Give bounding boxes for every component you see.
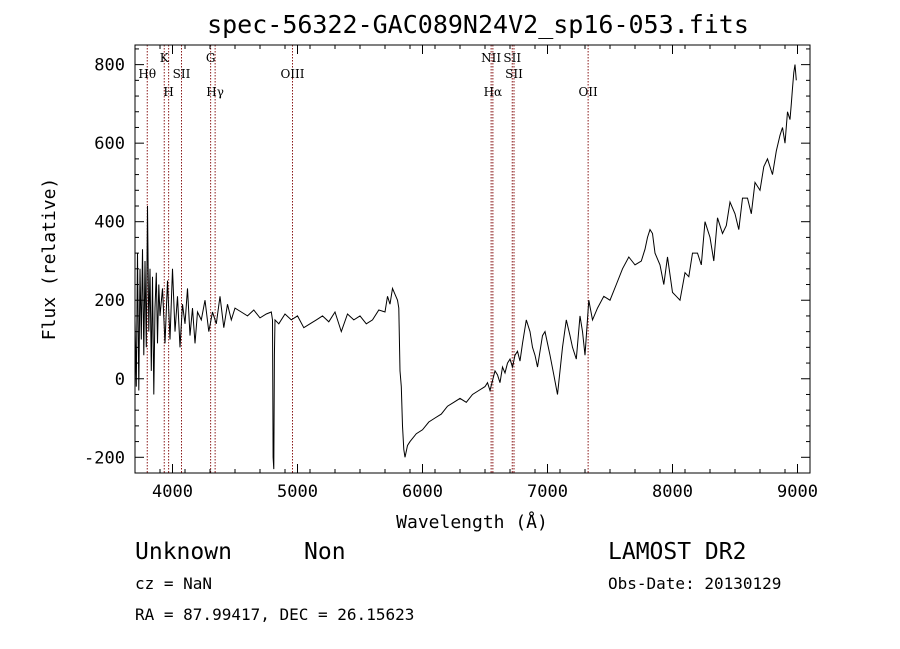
y-tick-label: 600 [94, 134, 125, 154]
spectral-line-label: SII [173, 67, 191, 81]
x-tick-label: 9000 [777, 482, 818, 502]
y-axis-label: Flux (relative) [39, 178, 60, 341]
coordinates-text: RA = 87.99417, DEC = 26.15623 [135, 605, 414, 624]
x-tick-label: 7000 [527, 482, 568, 502]
plot-frame [134, 44, 811, 474]
x-tick-label: 8000 [652, 482, 693, 502]
obs-date-text: Obs-Date: 20130129 [608, 574, 781, 593]
object-class: Unknown [135, 539, 232, 565]
spectral-line-label: NII [481, 51, 501, 65]
y-tick-label: 200 [94, 291, 125, 311]
spectral-line-label: Hγ [206, 85, 224, 99]
spectral-line-markers [146, 45, 589, 473]
x-tick-label: 6000 [402, 482, 443, 502]
y-axis-ticks: -200 0 200 400 600 800 [84, 48, 810, 468]
x-axis-label: Wavelength (Å) [396, 511, 548, 533]
spectral-line-label: OIII [280, 67, 304, 81]
y-tick-label: 400 [94, 213, 125, 233]
spectral-line-label: K [160, 51, 170, 65]
spectral-line-label: OII [578, 85, 598, 99]
spectral-line-label: SII [503, 51, 521, 65]
spectral-line-label: G [206, 51, 216, 65]
spectrum-line [134, 64, 797, 470]
survey-name: LAMOST DR2 [608, 539, 746, 565]
y-tick-label: 0 [115, 370, 125, 390]
x-axis-ticks: 4000 5000 6000 7000 8000 9000 [134, 45, 818, 502]
redshift-text: cz = NaN [135, 574, 212, 593]
spectral-line-label: SII [505, 67, 523, 81]
spectral-line-label: Hθ [138, 67, 156, 81]
object-subclass: Non [304, 539, 346, 565]
x-tick-label: 5000 [277, 482, 318, 502]
spectral-line-label: Hα [484, 85, 503, 99]
spectral-line-label: H [163, 85, 173, 99]
chart-title: spec-56322-GAC089N24V2_sp16-053.fits [207, 10, 749, 39]
y-tick-label: -200 [84, 448, 125, 468]
x-tick-label: 4000 [152, 482, 193, 502]
y-tick-label: 800 [94, 56, 125, 76]
